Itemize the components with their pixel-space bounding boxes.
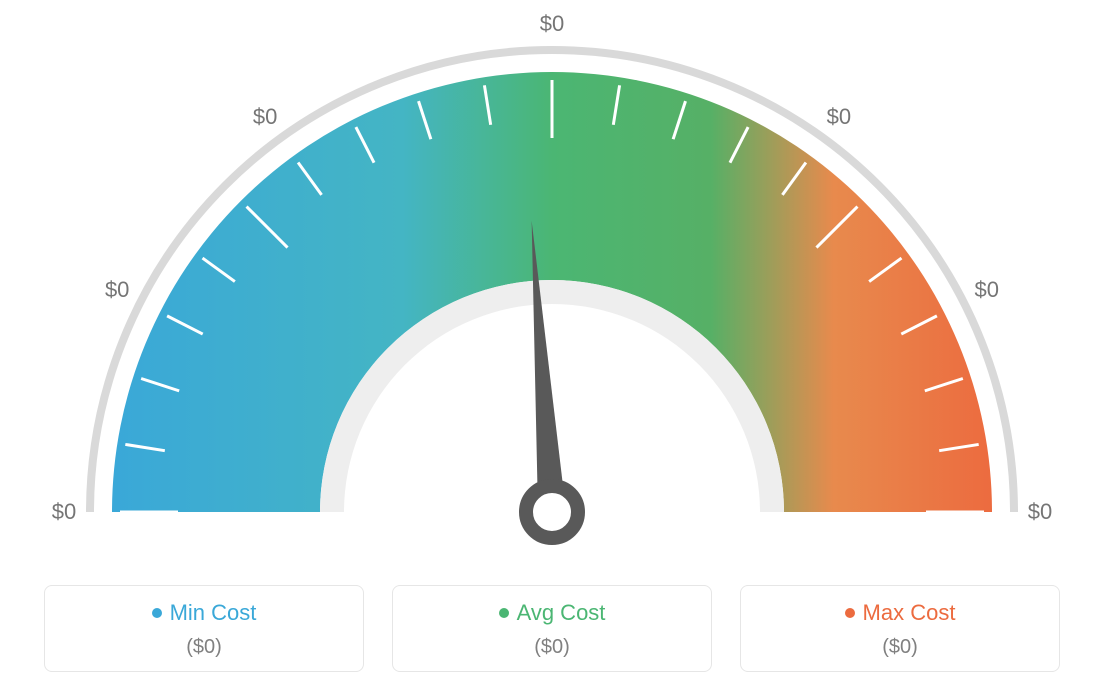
legend-row: Min Cost ($0) Avg Cost ($0) Max Cost ($0): [0, 585, 1104, 672]
legend-card-max: Max Cost ($0): [740, 585, 1060, 672]
legend-title: Min Cost: [152, 600, 257, 626]
legend-card-min: Min Cost ($0): [44, 585, 364, 672]
gauge-chart: $0 $0 $0 $0 $0 $0 $0: [0, 0, 1104, 560]
legend-dot-icon: [845, 608, 855, 618]
legend-dot-icon: [499, 608, 509, 618]
gauge-axis-label: $0: [540, 11, 564, 37]
legend-value: ($0): [741, 636, 1059, 659]
legend-title-text: Max Cost: [863, 600, 956, 626]
gauge-axis-label: $0: [975, 277, 999, 303]
gauge-axis-label: $0: [253, 104, 277, 130]
gauge-axis-label: $0: [52, 499, 76, 525]
gauge-axis-label: $0: [1028, 499, 1052, 525]
legend-value: ($0): [45, 636, 363, 659]
legend-card-avg: Avg Cost ($0): [392, 585, 712, 672]
legend-title-text: Min Cost: [170, 600, 257, 626]
legend-value: ($0): [393, 636, 711, 659]
gauge-hub: [526, 486, 578, 538]
legend-dot-icon: [152, 608, 162, 618]
gauge-axis-label: $0: [105, 277, 129, 303]
gauge-svg: [0, 0, 1104, 560]
legend-title: Avg Cost: [499, 600, 606, 626]
legend-title: Max Cost: [845, 600, 956, 626]
legend-title-text: Avg Cost: [517, 600, 606, 626]
gauge-axis-label: $0: [827, 104, 851, 130]
